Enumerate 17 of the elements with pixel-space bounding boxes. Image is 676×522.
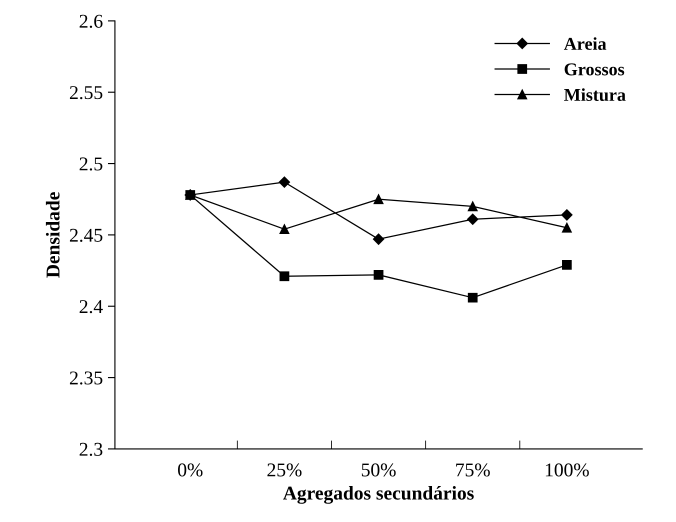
x-tick-label: 100% — [546, 463, 589, 477]
legend-label: Areia — [564, 37, 606, 50]
y-axis-title: Densidade — [46, 192, 60, 278]
y-tick-label: 2.35 — [70, 371, 102, 385]
legend-label: Mistura — [564, 88, 626, 102]
y-tick-label: 2.3 — [80, 442, 102, 456]
y-tick-label: 2.4 — [80, 300, 103, 314]
x-tick-label: 0% — [178, 463, 203, 477]
x-axis-title: Agregados secundários — [283, 486, 474, 504]
y-tick-label: 2.6 — [80, 14, 103, 28]
x-tick-label: 25% — [267, 463, 302, 477]
y-tick-label: 2.55 — [70, 86, 102, 100]
y-tick-label: 2.5 — [80, 157, 102, 171]
legend-label: Grossos — [564, 63, 624, 76]
y-tick-label: 2.45 — [70, 228, 102, 242]
x-tick-label: 50% — [362, 463, 396, 477]
x-tick-label: 75% — [456, 463, 490, 477]
